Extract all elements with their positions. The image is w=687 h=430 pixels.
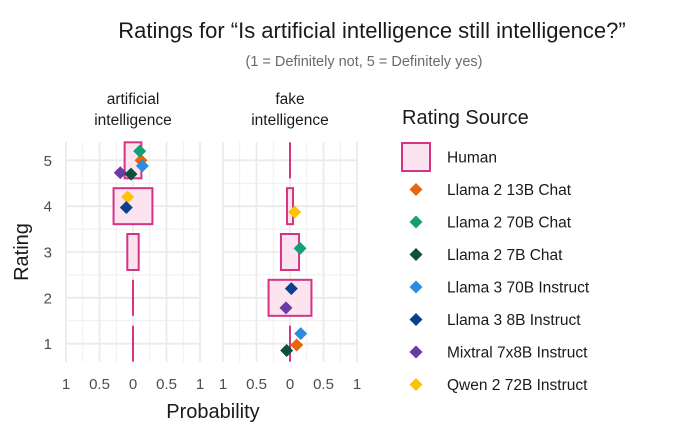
x-tick-label: 0.5 bbox=[156, 376, 177, 393]
y-tick-label: 3 bbox=[44, 245, 52, 262]
y-tick-label: 5 bbox=[44, 153, 52, 170]
legend-title: Rating Source bbox=[402, 107, 529, 129]
model-rating-marker bbox=[133, 144, 147, 158]
x-tick-label: 0.5 bbox=[313, 376, 334, 393]
y-axis-title: Rating bbox=[11, 223, 33, 281]
panel-strip-label: intelligence bbox=[251, 112, 329, 129]
model-rating-marker bbox=[290, 338, 304, 352]
model-rating-marker bbox=[293, 241, 307, 255]
y-tick-labels: 1 2 3 4 5 bbox=[44, 153, 52, 353]
x-axis-title: Probability bbox=[166, 401, 259, 423]
panel-strip-label: fake bbox=[275, 91, 304, 108]
model-rating-marker bbox=[284, 282, 298, 296]
x-tick-label: 1 bbox=[219, 376, 227, 393]
model-rating-marker bbox=[280, 344, 294, 358]
human-rating-box bbox=[126, 233, 140, 271]
legend-label: Llama 3 70B Instruct bbox=[447, 280, 590, 297]
panel-strip-label: artificial bbox=[107, 91, 160, 108]
legend-key-human bbox=[401, 142, 431, 172]
panel-1: fake intelligence 1 0.5 0 0.5 1 bbox=[219, 91, 361, 393]
legend-label: Llama 2 13B Chat bbox=[447, 182, 572, 199]
human-rating-box bbox=[279, 233, 301, 271]
human-rating-box bbox=[112, 187, 154, 226]
model-rating-marker bbox=[288, 205, 302, 219]
legend-key-diamond bbox=[409, 280, 423, 294]
model-rating-marker bbox=[121, 190, 135, 204]
legend-key-diamond bbox=[409, 345, 423, 359]
x-tick-label: 0.5 bbox=[246, 376, 267, 393]
model-rating-marker bbox=[135, 159, 149, 173]
chart-subtitle: (1 = Definitely not, 5 = Definitely yes) bbox=[246, 54, 483, 70]
chart-title: Ratings for “Is artificial intelligence … bbox=[118, 18, 625, 43]
y-tick-label: 4 bbox=[44, 199, 52, 216]
chart-panels: artificial intelligence 1 0.5 0 0.5 1 fake intel… bbox=[62, 91, 361, 393]
legend-label: Human bbox=[447, 150, 497, 167]
legend-key-diamond bbox=[409, 183, 423, 196]
y-tick-label: 1 bbox=[44, 336, 52, 353]
model-rating-marker bbox=[113, 166, 127, 180]
x-tick-label: 0 bbox=[286, 376, 294, 393]
legend-key-diamond bbox=[409, 215, 423, 229]
legend-label: Llama 2 70B Chat bbox=[447, 215, 572, 232]
x-tick-label: 1 bbox=[196, 376, 204, 393]
panel-0: artificial intelligence 1 0.5 0 0.5 1 bbox=[62, 91, 204, 393]
x-tick-label: 1 bbox=[62, 376, 70, 393]
legend-label: Qwen 2 72B Instruct bbox=[447, 377, 588, 394]
legend-label: Llama 3 8B Instruct bbox=[447, 312, 581, 329]
legend-key-diamond bbox=[409, 313, 423, 326]
x-tick-label: 0.5 bbox=[89, 376, 110, 393]
model-rating-marker bbox=[279, 301, 293, 315]
panel-strip-label: intelligence bbox=[94, 112, 172, 129]
x-tick-label: 0 bbox=[129, 376, 137, 393]
legend-label: Mixtral 7x8B Instruct bbox=[447, 345, 588, 362]
legend-key-diamond bbox=[409, 378, 423, 391]
legend-label: Llama 2 7B Chat bbox=[447, 247, 563, 264]
legend: Rating Source Human Llama 2 13B Chat Llama… bbox=[401, 107, 590, 394]
legend-key-diamond bbox=[409, 248, 423, 261]
x-tick-label: 1 bbox=[353, 376, 361, 393]
model-rating-marker bbox=[124, 167, 138, 181]
y-tick-label: 2 bbox=[44, 290, 52, 307]
human-rating-box bbox=[285, 187, 295, 226]
model-rating-marker bbox=[294, 327, 308, 341]
model-rating-marker bbox=[119, 201, 133, 215]
